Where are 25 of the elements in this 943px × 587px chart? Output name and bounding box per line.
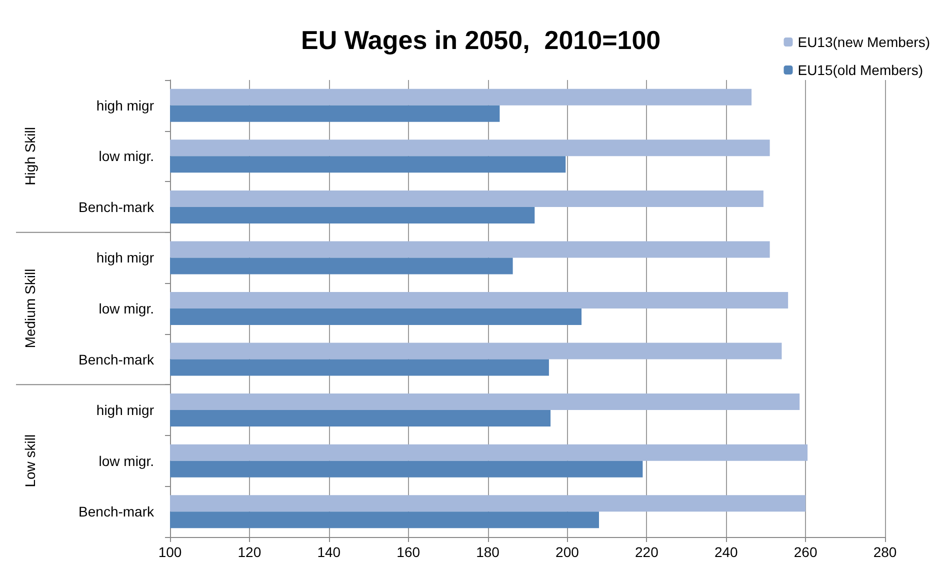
- legend-label: EU13(new Members): [798, 34, 930, 50]
- y-tick-label: high migr: [96, 97, 154, 114]
- y-tick-label: high migr: [96, 402, 154, 418]
- y-tick-label: low migr.: [98, 148, 154, 164]
- y-tick-label: high migr: [96, 250, 154, 266]
- text: High Skill: [22, 126, 38, 186]
- y-tick-label: Bench-mark: [78, 198, 155, 215]
- x-tick-label: 200: [556, 544, 580, 560]
- x-tick-label: 140: [317, 544, 341, 560]
- x-tick-label: 280: [873, 544, 897, 560]
- x-tick-label: 260: [794, 544, 818, 560]
- x-tick-label: 160: [396, 544, 420, 560]
- x-tick-label: 240: [714, 544, 738, 560]
- y-tick-label: low migr.: [98, 452, 154, 469]
- x-tick-label: 180: [476, 544, 500, 560]
- x-tick-label: 100: [158, 544, 182, 560]
- chart-title: EU Wages in 2050, 2010=100: [301, 25, 661, 55]
- y-tick-label: Bench-mark: [78, 504, 155, 520]
- legend-label: EU15(old Members): [798, 62, 924, 78]
- text: Medium Skill: [22, 268, 38, 348]
- x-tick-label: 120: [238, 544, 262, 560]
- y-tick-label: Bench-mark: [78, 351, 155, 368]
- text: Low skill: [22, 434, 38, 488]
- x-tick-label: 220: [634, 544, 659, 560]
- y-tick-label: low migr.: [98, 300, 154, 316]
